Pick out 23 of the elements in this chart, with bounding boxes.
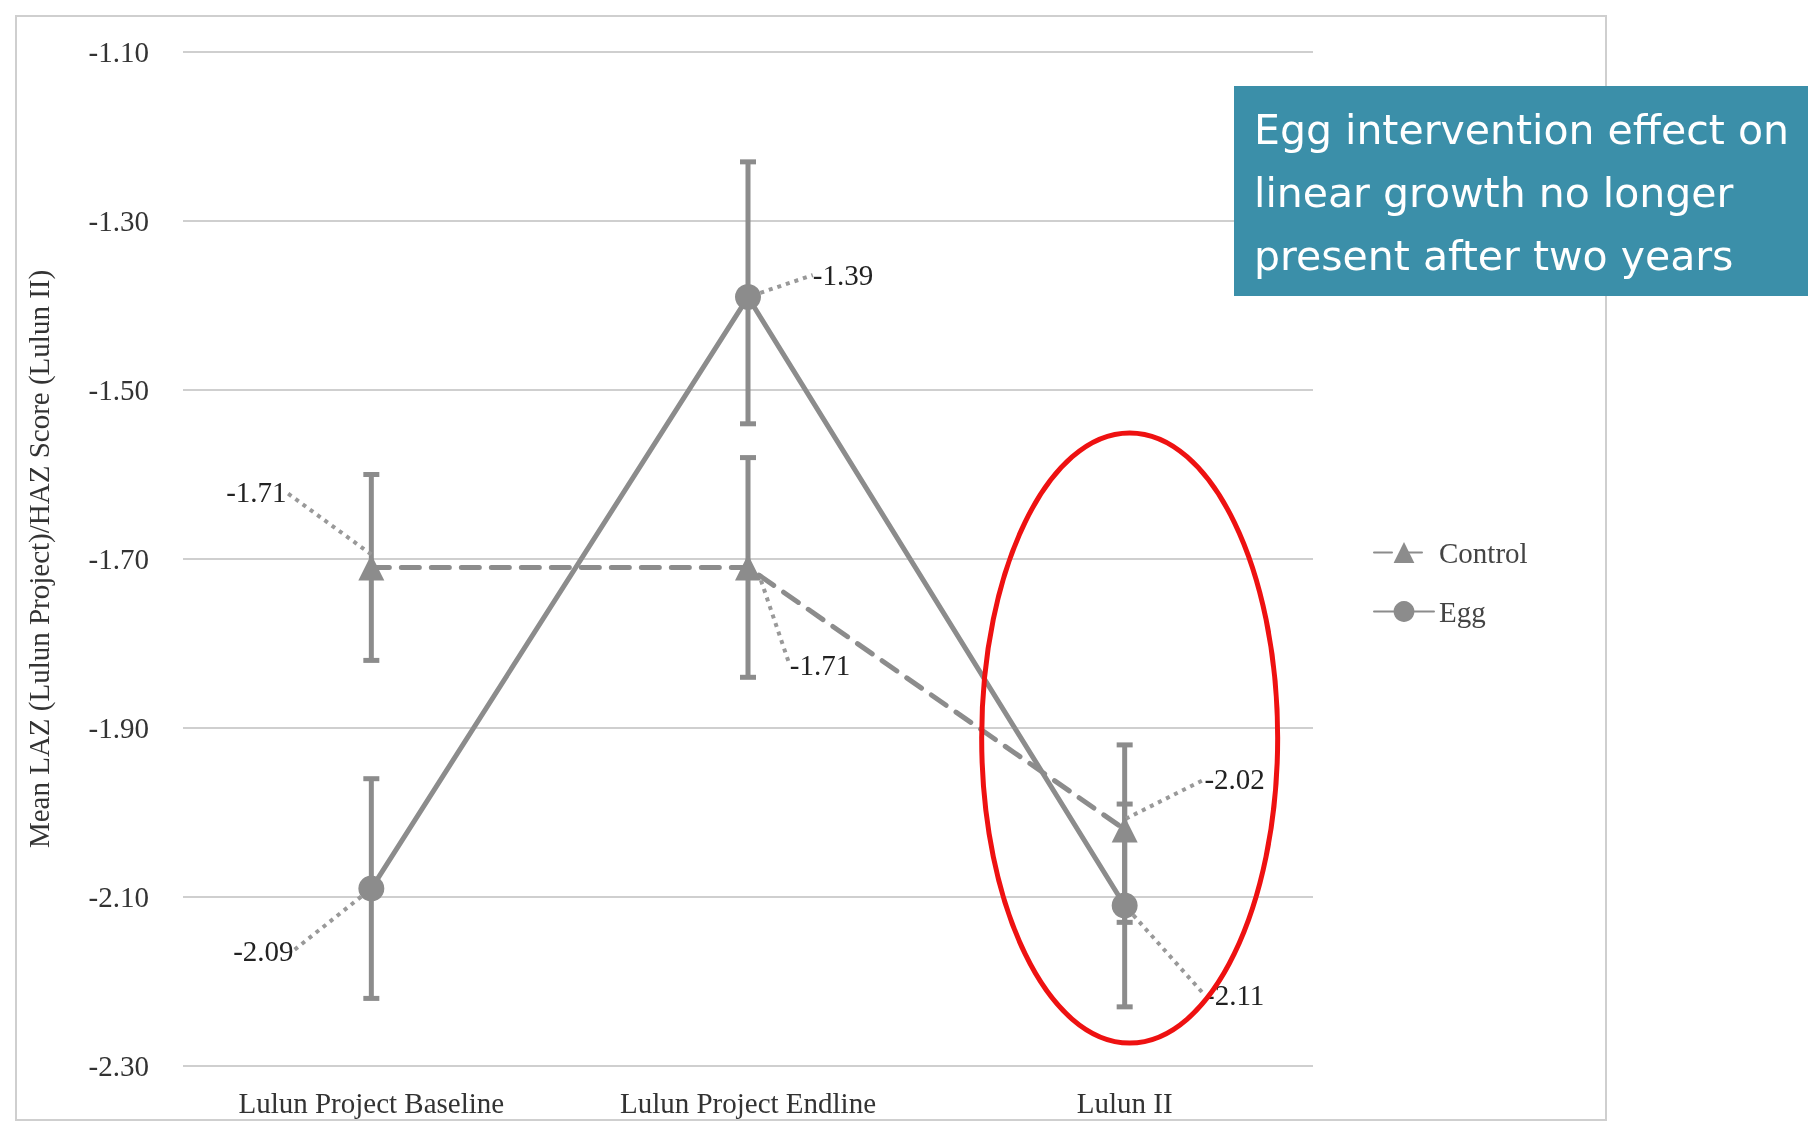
y-tick-label: -2.10 xyxy=(88,881,149,913)
y-tick-label: -1.70 xyxy=(88,543,149,575)
x-tick-label: Lulun II xyxy=(1076,1086,1173,1119)
y-tick-label: -2.30 xyxy=(88,1050,149,1082)
y-tick-label: -1.10 xyxy=(88,36,149,68)
x-tick-label: Lulun Project Baseline xyxy=(238,1086,505,1119)
data-label: -1.71 xyxy=(789,649,851,682)
annotation: Egg intervention effect on linear growth no longer present after two years xyxy=(1254,105,1803,280)
legend-label: Egg xyxy=(1439,595,1486,628)
data-label: -2.02 xyxy=(1204,763,1265,796)
y-axis-title: Mean LAZ (Lulun Project)/HAZ Score (Lulun II) xyxy=(22,269,56,849)
y-tick-label: -1.50 xyxy=(88,374,149,406)
y-tick-label: -1.30 xyxy=(88,205,149,237)
data-label: -1.39 xyxy=(812,259,874,292)
legend-label: Control xyxy=(1439,536,1528,569)
point xyxy=(1111,892,1138,919)
data-label: -2.11 xyxy=(1204,979,1265,1012)
y-tick-label: -1.90 xyxy=(88,712,149,744)
point xyxy=(735,284,761,311)
x-tick-label: Lulun Project Endline xyxy=(619,1086,877,1119)
data-label: -1.71 xyxy=(226,476,287,509)
data-label: -2.09 xyxy=(233,934,294,967)
point xyxy=(358,875,385,902)
